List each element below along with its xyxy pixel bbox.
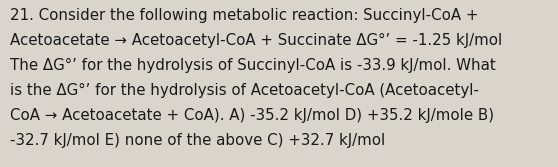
Text: -32.7 kJ/mol E) none of the above C) +32.7 kJ/mol: -32.7 kJ/mol E) none of the above C) +32… — [10, 133, 385, 148]
Text: CoA → Acetoacetate + CoA). A) -35.2 kJ/mol D) +35.2 kJ/mole B): CoA → Acetoacetate + CoA). A) -35.2 kJ/m… — [10, 108, 494, 123]
Text: is the ΔG°ʼ for the hydrolysis of Acetoacetyl-CoA (Acetoacetyl-: is the ΔG°ʼ for the hydrolysis of Acetoa… — [10, 83, 479, 98]
Text: Acetoacetate → Acetoacetyl-CoA + Succinate ΔG°ʼ = -1.25 kJ/mol: Acetoacetate → Acetoacetyl-CoA + Succina… — [10, 33, 502, 48]
Text: 21. Consider the following metabolic reaction: Succinyl-CoA +: 21. Consider the following metabolic rea… — [10, 8, 479, 23]
Text: The ΔG°ʼ for the hydrolysis of Succinyl-CoA is -33.9 kJ/mol. What: The ΔG°ʼ for the hydrolysis of Succinyl-… — [10, 58, 496, 73]
